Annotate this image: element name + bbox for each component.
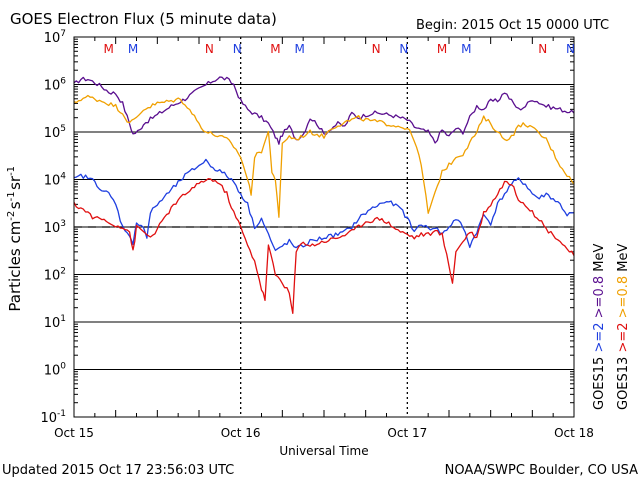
orbit-marker-n: N	[205, 42, 214, 56]
y-tick-label: 10-1	[40, 409, 66, 426]
legend-entry: >=0.8	[616, 276, 631, 323]
y-axis-title: Particles cm-2 s-1 sr-1	[6, 164, 24, 311]
legend-entry: GOES13	[616, 357, 631, 410]
credit-label: NOAA/SWPC Boulder, CO USA	[445, 463, 638, 478]
orbit-marker-m: M	[295, 42, 305, 56]
legend-goes15: GOES15 >=2 >=0.8 MeV	[592, 244, 607, 410]
series-line-goes15_ge2	[73, 158, 575, 252]
x-tick-label: Oct 17	[387, 426, 427, 440]
y-tick-label: 104	[44, 172, 67, 189]
orbit-marker-m: M	[104, 42, 114, 56]
y-tick-label: 101	[44, 314, 66, 331]
orbit-marker-n: N	[399, 42, 408, 56]
x-tick-label: Oct 16	[221, 426, 261, 440]
legend-goes13: GOES13 >=2 >=0.8 MeV	[616, 244, 631, 410]
chart-title: GOES Electron Flux (5 minute data)	[10, 10, 277, 28]
orbit-marker-n: N	[372, 42, 381, 56]
orbit-marker-m: M	[128, 42, 138, 56]
x-axis-title: Universal Time	[279, 444, 368, 458]
legend-entry: MeV	[616, 244, 631, 276]
updated-timestamp: Updated 2015 Oct 17 23:56:03 UTC	[2, 463, 234, 478]
begin-label: Begin: 2015 Oct 15 0000 UTC	[416, 18, 609, 33]
legend-entry: MeV	[592, 244, 607, 276]
series-line-goes13_ge2	[73, 178, 575, 315]
legend-entry: >=2	[616, 322, 631, 356]
y-tick-label: 106	[44, 77, 67, 94]
y-tick-label: 102	[44, 267, 66, 284]
series-line-goes15_ge08	[73, 76, 575, 145]
y-tick-label: 100	[44, 362, 67, 379]
plot-frame	[73, 36, 575, 418]
orbit-marker-n: N	[566, 42, 575, 56]
legend-entry: >=0.8	[592, 276, 607, 323]
x-tick-label: Oct 18	[554, 426, 594, 440]
orbit-marker-n: N	[233, 42, 242, 56]
orbit-marker-m: M	[270, 42, 280, 56]
y-tick-label: 103	[44, 219, 66, 236]
legend-entry: >=2	[592, 322, 607, 356]
orbit-marker-m: M	[461, 42, 471, 56]
series-line-goes13_ge08	[73, 94, 575, 218]
y-tick-label: 105	[44, 124, 66, 141]
x-tick-label: Oct 15	[54, 426, 94, 440]
y-tick-label: 107	[44, 29, 66, 46]
orbit-marker-m: M	[437, 42, 447, 56]
orbit-marker-n: N	[538, 42, 547, 56]
legend-entry: GOES15	[592, 357, 607, 410]
